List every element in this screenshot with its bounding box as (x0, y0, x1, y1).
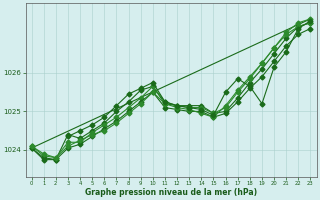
X-axis label: Graphe pression niveau de la mer (hPa): Graphe pression niveau de la mer (hPa) (85, 188, 257, 197)
